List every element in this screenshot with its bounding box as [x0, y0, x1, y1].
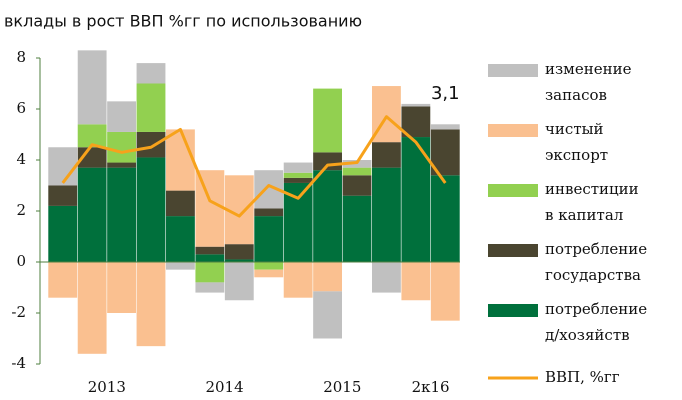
legend-label: чистый экспорт: [545, 120, 608, 164]
legend-item: ВВП, %гг: [488, 368, 620, 386]
bar-segment: [401, 103, 431, 107]
bar-segment: [372, 142, 401, 168]
bar-segment: [342, 195, 372, 262]
bar-segment: [136, 157, 166, 262]
bar-segment: [224, 244, 254, 260]
bar-segment: [107, 162, 136, 168]
bar-segment: [430, 175, 460, 262]
bar-segment: [77, 50, 107, 125]
bar-segment: [195, 282, 225, 293]
legend-swatch: [488, 244, 538, 257]
y-tick-label: -4: [11, 354, 26, 372]
y-tick-label: 0: [16, 252, 26, 270]
bar-segment: [254, 269, 284, 278]
annotation: 3,1: [431, 83, 460, 104]
y-tick-label: 8: [16, 48, 26, 66]
bar-segment: [342, 167, 372, 176]
bar-segment: [401, 262, 431, 301]
bar-segment: [136, 262, 166, 347]
bar-segment: [48, 147, 78, 186]
bar-segment: [430, 124, 460, 130]
bar-segment: [372, 262, 401, 293]
bar-segment: [224, 259, 254, 262]
bar-segment: [195, 254, 225, 262]
bar-segment: [77, 124, 107, 148]
bar-segment: [283, 162, 313, 173]
legend-label: инвестиции в капитал: [545, 180, 639, 224]
x-tick-label: 2014: [205, 378, 243, 396]
bar-segment: [195, 246, 225, 255]
legend-swatch: [488, 184, 538, 197]
bar-segment: [254, 216, 284, 262]
legend-item: потребление государства: [488, 240, 647, 284]
bar-segment: [136, 63, 166, 84]
bar-segment: [372, 167, 401, 262]
bar-segment: [313, 170, 342, 262]
bar-segment: [77, 262, 107, 354]
legend-label: ВВП, %гг: [545, 368, 620, 386]
bar-segment: [313, 88, 342, 153]
bar-segment: [313, 152, 342, 171]
x-tick-label: 2к16: [412, 378, 450, 396]
bar-segment: [107, 101, 136, 132]
chart-title: вклады в рост ВВП %гг по использованию: [4, 12, 362, 31]
bar-segment: [166, 262, 195, 270]
bar-segment: [48, 185, 78, 206]
legend-swatch: [488, 124, 538, 137]
bar-segment: [430, 262, 460, 321]
bar-segment: [166, 190, 195, 217]
legend-label: потребление д/хозяйств: [545, 300, 647, 344]
bar-segment: [283, 262, 313, 298]
bar-segment: [48, 205, 78, 262]
bar-segment: [77, 167, 107, 262]
legend-item: инвестиции в капитал: [488, 180, 639, 224]
bar-segment: [254, 262, 284, 270]
bar-segment: [48, 262, 78, 298]
bar-segment: [136, 131, 166, 158]
legend-label: потребление государства: [545, 240, 647, 284]
y-tick-label: 2: [16, 201, 26, 219]
bar-segment: [313, 262, 342, 292]
legend-swatch: [488, 64, 538, 77]
legend-item: чистый экспорт: [488, 120, 608, 164]
y-tick-label: -2: [11, 303, 26, 321]
gdp-line: [61, 115, 447, 218]
bar-segment: [283, 177, 313, 183]
bar-segment: [107, 167, 136, 262]
bar-segment: [313, 291, 342, 339]
bar-segment: [107, 131, 136, 163]
y-tick-label: 6: [16, 99, 26, 117]
bar-segment: [254, 208, 284, 217]
bar-segment: [107, 262, 136, 313]
bar-segment: [166, 129, 195, 191]
legend-swatch: [488, 304, 538, 317]
bar-segment: [224, 262, 254, 301]
bar-segment: [342, 175, 372, 196]
bar-segment: [283, 172, 313, 178]
x-tick-label: 2015: [323, 378, 361, 396]
legend-item: потребление д/хозяйств: [488, 300, 647, 344]
bar-segment: [136, 83, 166, 132]
legend-item: изменение запасов: [488, 60, 632, 104]
bar-segment: [195, 170, 225, 247]
legend-label: изменение запасов: [545, 60, 632, 104]
y-tick-label: 4: [16, 150, 26, 168]
bar-segment: [195, 262, 225, 283]
x-tick-label: 2013: [88, 378, 126, 396]
bar-segment: [166, 216, 195, 262]
